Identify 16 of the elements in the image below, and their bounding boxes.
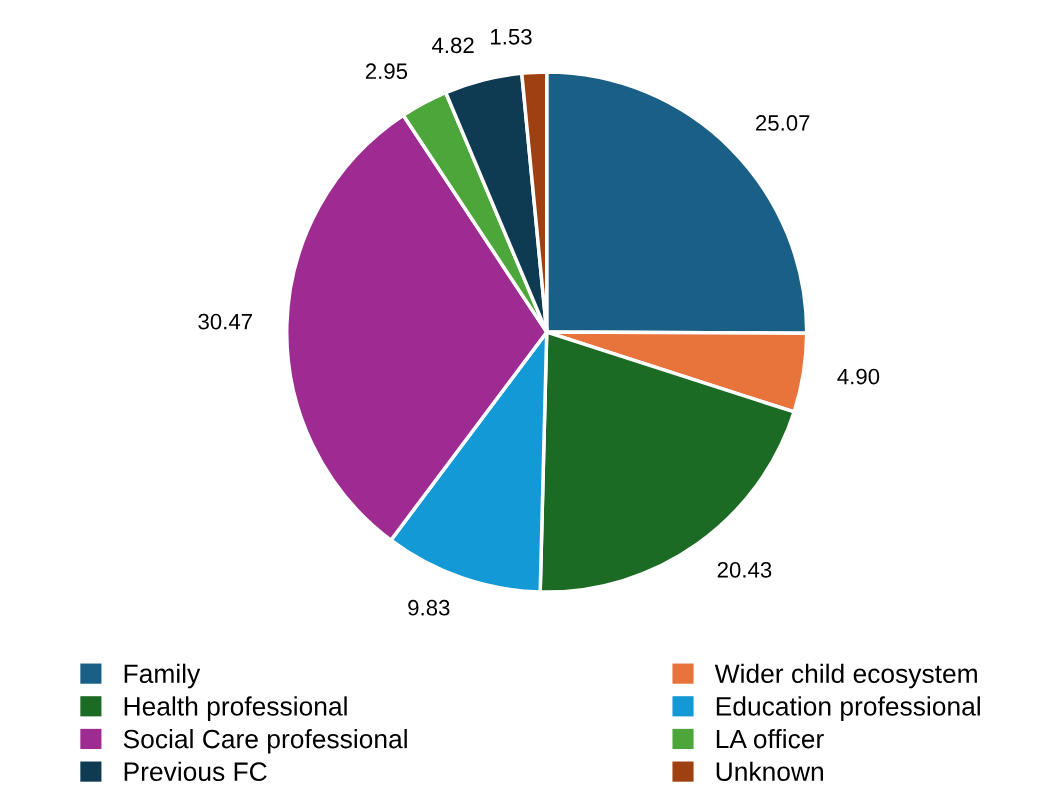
legend-label: Social Care professional — [123, 728, 407, 754]
legend-label: Previous FC — [124, 761, 267, 782]
legend-label: Health professional — [124, 696, 347, 721]
data-label: 4.90 — [837, 368, 880, 385]
legend-label: LA officer — [716, 728, 824, 749]
data-label: 2.95 — [365, 63, 408, 80]
legend-label: Family — [124, 663, 201, 689]
legend-label: Wider child ecosystem — [714, 663, 977, 689]
data-label: 25.07 — [756, 115, 810, 131]
legend-label: Unknown — [716, 761, 823, 782]
data-label: 4.82 — [432, 37, 474, 54]
data-label: 20.43 — [717, 561, 772, 578]
data-label: 30.47 — [198, 313, 252, 330]
data-label: 1.53 — [491, 28, 532, 45]
data-label: 9.83 — [408, 599, 450, 616]
legend-label: Education professional — [716, 696, 980, 721]
